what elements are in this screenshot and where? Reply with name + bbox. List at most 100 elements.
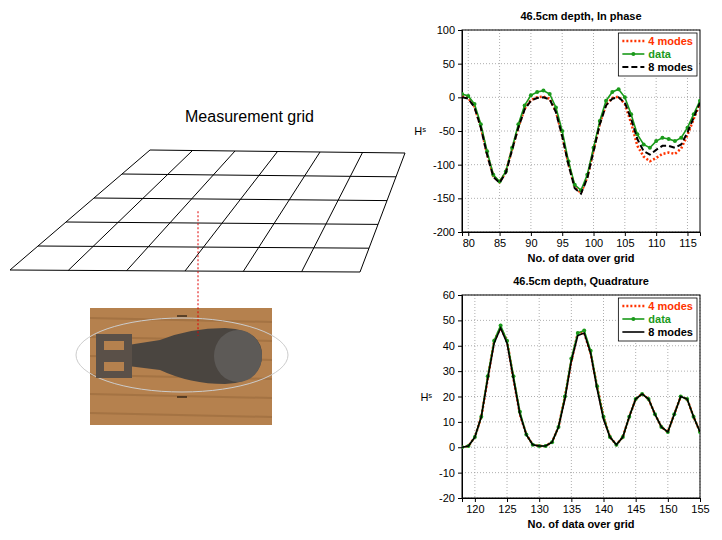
grid-line	[243, 152, 320, 271]
grid-line	[68, 151, 192, 271]
object-fin-gap	[104, 341, 124, 350]
y-tick-label: 30	[443, 365, 455, 377]
series-marker	[582, 329, 586, 333]
series-marker	[648, 146, 652, 150]
y-tick-mark	[458, 498, 462, 499]
y-tick-label: 100	[437, 24, 455, 36]
x-tick: 155	[691, 498, 709, 515]
x-tick-mark	[500, 232, 501, 236]
grid	[462, 295, 700, 498]
x-tick-mark	[539, 498, 540, 502]
y-tick-label: -50	[439, 125, 455, 137]
legend-item: data	[622, 313, 672, 325]
y-tick: -150	[433, 192, 462, 204]
x-tick-label: 90	[525, 237, 537, 249]
y-tick: 40	[443, 340, 462, 352]
grid-line-y	[462, 447, 700, 448]
y-tick-mark	[458, 97, 462, 98]
grid-line	[10, 270, 360, 272]
object-photo	[76, 308, 288, 425]
x-axis-line	[463, 233, 701, 237]
legend-swatch	[622, 40, 644, 43]
legend-marker	[631, 52, 635, 56]
y-tick: 20	[443, 391, 462, 403]
legend-label: 8 modes	[648, 326, 693, 338]
y-tick-label: -200	[433, 226, 455, 238]
y-tick: 0	[449, 441, 462, 453]
legend-swatch	[622, 331, 644, 333]
grid	[462, 30, 700, 232]
y-tick-label: 0	[449, 91, 455, 103]
plot-background	[462, 30, 700, 232]
series-line	[462, 328, 700, 447]
x-axis-title: No. of data over grid	[528, 252, 635, 264]
wood-grain	[90, 394, 272, 398]
y-tick-mark	[458, 131, 462, 132]
series-marker	[667, 137, 671, 141]
y-tick-mark	[458, 320, 462, 321]
x-tick: 95	[557, 232, 569, 249]
y-tick-mark	[458, 295, 462, 296]
legend-box	[618, 33, 697, 76]
plot-background	[462, 295, 700, 498]
x-tick-mark	[625, 232, 626, 236]
y-tick-mark	[458, 422, 462, 423]
grid-line-y	[462, 396, 700, 397]
x-tick-mark	[700, 498, 701, 502]
y-tick-label: 60	[443, 289, 455, 301]
y-tick-label: -20	[439, 492, 455, 504]
y-tick-label: 50	[443, 58, 455, 70]
grid-line	[94, 198, 387, 201]
depth-line	[198, 211, 199, 336]
y-tick: 60	[443, 289, 462, 301]
plot-frame	[462, 30, 700, 232]
series-marker	[548, 92, 552, 96]
legend-swatch	[622, 305, 644, 308]
object-fins	[96, 334, 132, 378]
x-tick: 140	[595, 498, 613, 515]
object-body	[128, 328, 262, 384]
y-tick-mark	[458, 30, 462, 31]
series-marker	[660, 136, 664, 140]
object-nose	[214, 330, 262, 382]
x-tick: 85	[494, 232, 506, 249]
wood-grain	[90, 318, 272, 322]
y-tick-label: 40	[443, 340, 455, 352]
x-tick-label: 155	[691, 503, 709, 515]
legend: 4 modesdata8 modes	[618, 298, 697, 341]
grid-line-y	[462, 371, 700, 372]
y-tick-mark	[458, 165, 462, 166]
grid-line	[10, 150, 150, 270]
y-tick-label: 0	[449, 441, 455, 453]
diagram-title: Measurement grid	[185, 108, 314, 125]
x-tick-mark	[604, 498, 605, 502]
x-tick-mark	[656, 232, 657, 236]
x-tick-label: 140	[595, 503, 613, 515]
grid-line	[127, 151, 235, 271]
series-marker	[617, 87, 621, 91]
x-tick: 115	[679, 232, 697, 249]
plot-frame	[462, 295, 700, 498]
x-tick-label: 110	[648, 237, 666, 249]
grid-line	[150, 150, 405, 153]
x-tick-mark	[468, 232, 469, 236]
chart: 120125130135140145150155-20-100102030405…	[420, 275, 709, 530]
x-tick-mark	[531, 232, 532, 236]
y-tick-label: 20	[443, 391, 455, 403]
x-tick-mark	[687, 232, 688, 236]
grid-line-x	[539, 295, 540, 498]
y-tick-mark	[458, 473, 462, 474]
y-tick-mark	[458, 397, 462, 398]
x-tick-mark	[594, 232, 595, 236]
y-tick-label: 10	[443, 416, 455, 428]
series-marker	[654, 139, 658, 143]
x-tick-label: 100	[585, 237, 603, 249]
x-axis: 80859095100105110115	[463, 232, 701, 249]
y-tick-label: 50	[443, 314, 455, 326]
y-axis-title: Hˢ	[420, 391, 432, 403]
x-tick: 110	[648, 232, 666, 249]
wood-grain	[90, 413, 272, 417]
grid-line-x	[571, 295, 572, 498]
x-tick-mark	[475, 498, 476, 502]
x-tick-label: 150	[659, 503, 677, 515]
